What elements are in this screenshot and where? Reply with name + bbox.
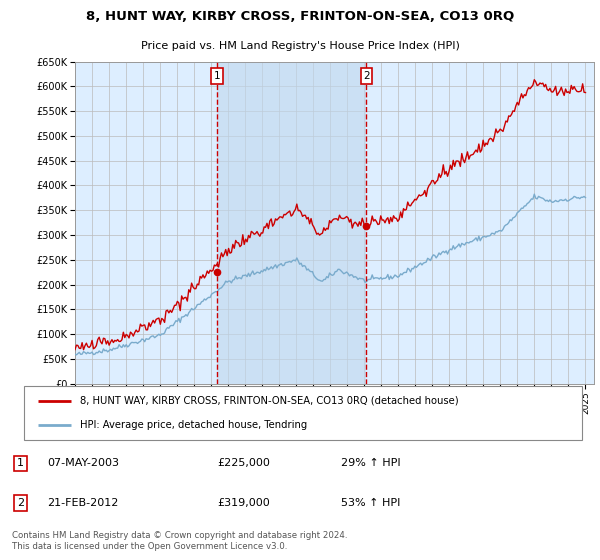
Text: 29% ↑ HPI: 29% ↑ HPI bbox=[341, 459, 401, 468]
Text: £319,000: £319,000 bbox=[218, 498, 271, 508]
Text: 2: 2 bbox=[363, 71, 370, 81]
Text: 2: 2 bbox=[17, 498, 24, 508]
Text: 53% ↑ HPI: 53% ↑ HPI bbox=[341, 498, 401, 508]
FancyBboxPatch shape bbox=[24, 386, 582, 440]
Text: HPI: Average price, detached house, Tendring: HPI: Average price, detached house, Tend… bbox=[80, 420, 307, 430]
Bar bbox=[217, 62, 367, 384]
Text: 8, HUNT WAY, KIRBY CROSS, FRINTON-ON-SEA, CO13 0RQ (detached house): 8, HUNT WAY, KIRBY CROSS, FRINTON-ON-SEA… bbox=[80, 396, 458, 406]
Text: 07-MAY-2003: 07-MAY-2003 bbox=[47, 459, 119, 468]
Text: 1: 1 bbox=[214, 71, 220, 81]
Text: Price paid vs. HM Land Registry's House Price Index (HPI): Price paid vs. HM Land Registry's House … bbox=[140, 41, 460, 51]
Text: 21-FEB-2012: 21-FEB-2012 bbox=[47, 498, 119, 508]
Text: 8, HUNT WAY, KIRBY CROSS, FRINTON-ON-SEA, CO13 0RQ: 8, HUNT WAY, KIRBY CROSS, FRINTON-ON-SEA… bbox=[86, 10, 514, 23]
Text: 1: 1 bbox=[17, 459, 24, 468]
Text: Contains HM Land Registry data © Crown copyright and database right 2024.
This d: Contains HM Land Registry data © Crown c… bbox=[12, 531, 347, 551]
Text: £225,000: £225,000 bbox=[218, 459, 271, 468]
